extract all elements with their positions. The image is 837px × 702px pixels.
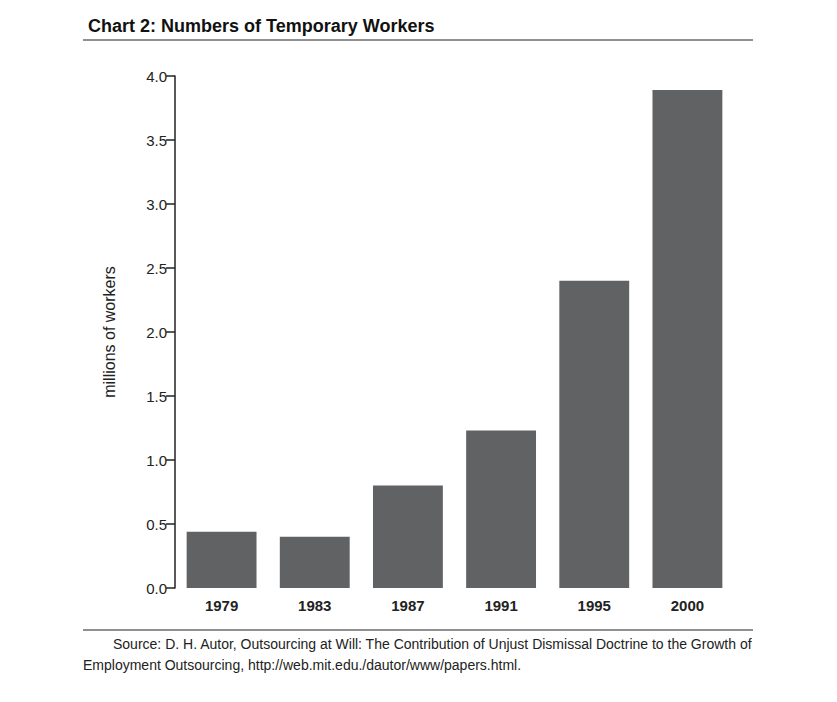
svg-text:1987: 1987 bbox=[391, 597, 424, 614]
svg-text:1983: 1983 bbox=[298, 597, 331, 614]
svg-text:millions of workers: millions of workers bbox=[101, 266, 118, 398]
html-text:Source: D. H. Autor, Outsourci: Source: D. H. Autor, Outsourcing at Will… bbox=[83, 636, 752, 673]
svg-text:1.5: 1.5 bbox=[146, 388, 167, 405]
svg-text:2000: 2000 bbox=[671, 597, 704, 614]
svg-text:2.0: 2.0 bbox=[146, 324, 167, 341]
svg-text:1979: 1979 bbox=[205, 597, 238, 614]
svg-text:Chart 2: Numbers of Temporary: Chart 2: Numbers of Temporary Workers bbox=[88, 16, 434, 36]
svg-text:1.0: 1.0 bbox=[146, 452, 167, 469]
svg-text:1995: 1995 bbox=[578, 597, 611, 614]
svg-text:3.0: 3.0 bbox=[146, 196, 167, 213]
svg-text:0.0: 0.0 bbox=[146, 580, 167, 597]
svg-text:0.5: 0.5 bbox=[146, 516, 167, 533]
svg-text:3.5: 3.5 bbox=[146, 132, 167, 149]
svg-text:4.0: 4.0 bbox=[146, 68, 167, 85]
svg-text:2.5: 2.5 bbox=[146, 260, 167, 277]
svg-text:1991: 1991 bbox=[484, 597, 517, 614]
